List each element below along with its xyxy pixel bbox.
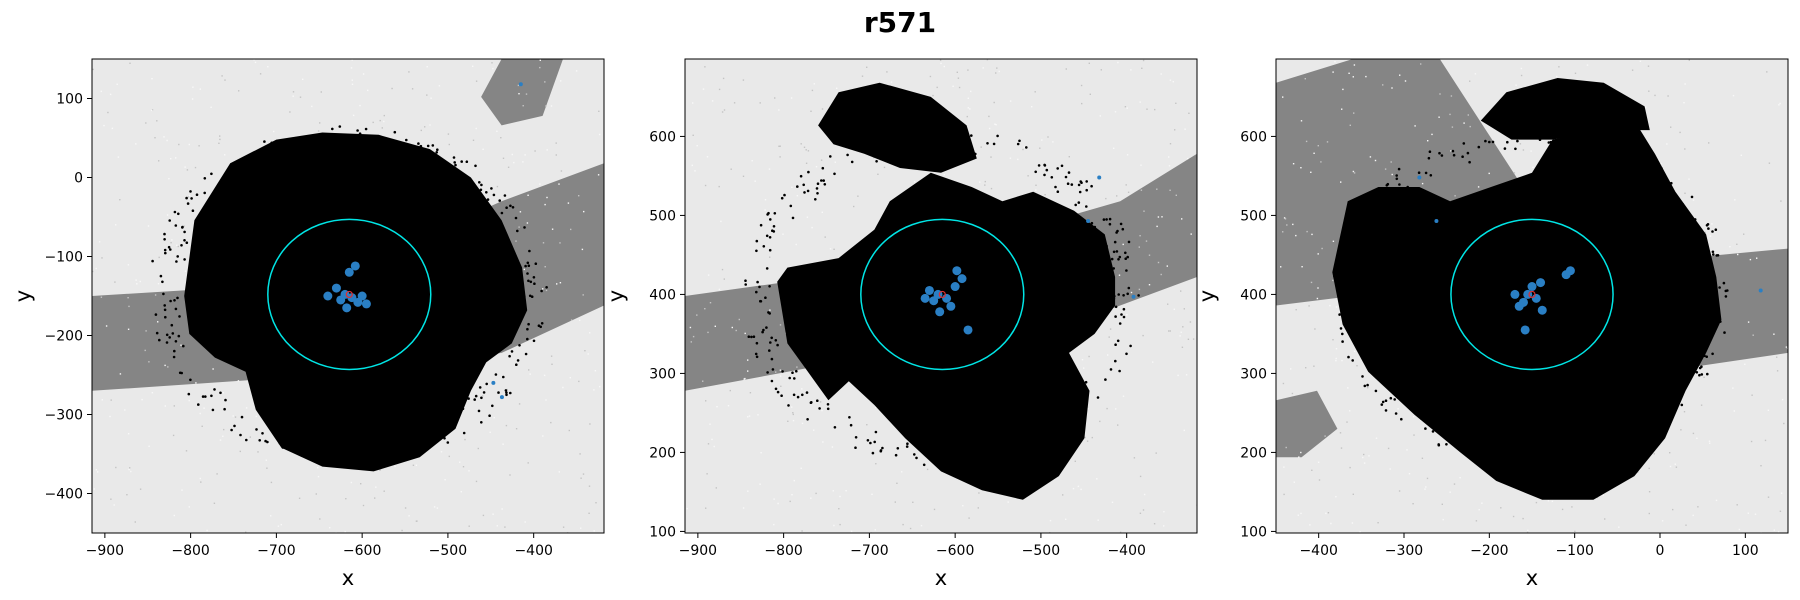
cluster-point [1536, 278, 1546, 288]
y-tick-label: −200 [45, 329, 83, 345]
x-tick-label: −900 [679, 543, 717, 559]
center-marker [938, 290, 946, 299]
x-tick-label: −700 [257, 543, 295, 559]
cluster-point [942, 293, 952, 303]
cluster-point [357, 291, 367, 301]
y-tick-label: 600 [1240, 129, 1267, 145]
cluster-point [957, 274, 967, 284]
center-marker [345, 290, 353, 299]
panel-3: −400 −300 −200 −100 0 100 600 500 400 300 200 100 x y [1195, 58, 1789, 590]
y-tick-label: −100 [45, 250, 83, 266]
cluster-point [1531, 293, 1541, 303]
particle-cloud [1480, 78, 1650, 140]
cluster-point [1520, 325, 1530, 335]
x-tick-label: −800 [171, 543, 209, 559]
cluster-point [1510, 289, 1520, 299]
cluster-point [935, 307, 945, 317]
y-tick-label: 600 [649, 129, 676, 145]
aperture-circle [860, 218, 1025, 371]
cluster-point [950, 282, 960, 292]
aperture-circle [267, 218, 432, 371]
x-axis-label: x [342, 566, 354, 590]
cluster-point [350, 261, 360, 271]
x-tick-label: −200 [1470, 543, 1508, 559]
x-tick-label: −500 [429, 543, 467, 559]
cluster-point [347, 293, 357, 303]
background-band [1276, 390, 1338, 458]
y-tick-label: 300 [1240, 366, 1267, 382]
x-tick-label: −400 [1299, 543, 1337, 559]
x-tick-label: −400 [514, 543, 552, 559]
y-tick-label: 400 [649, 287, 676, 303]
particle-cloud [818, 82, 977, 173]
outlier-point [1086, 218, 1091, 223]
y-tick-label: 0 [74, 171, 83, 187]
cluster-point [344, 267, 354, 277]
cluster-point [924, 285, 934, 295]
cluster-point [336, 295, 346, 305]
y-tick-label: 200 [649, 445, 676, 461]
x-tick-label: −100 [1555, 543, 1593, 559]
cluster-point [353, 297, 363, 307]
particle-cloud [777, 172, 1116, 500]
cluster-point [1527, 282, 1537, 292]
y-tick-label: −400 [45, 487, 83, 503]
cluster-point [946, 301, 956, 311]
cluster-point [323, 291, 333, 301]
y-axis-label: y [11, 290, 35, 302]
y-tick-label: 500 [649, 208, 676, 224]
x-tick-label: 100 [1732, 543, 1759, 559]
x-tick-label: −500 [1022, 543, 1060, 559]
panel-2: −900 −800 −700 −600 −500 −400 600 500 400 300 200 1… [604, 58, 1198, 590]
center-marker [1528, 290, 1536, 299]
x-axis-label: x [935, 566, 947, 590]
cluster-point [1537, 305, 1547, 315]
x-tick-label: −400 [1107, 543, 1145, 559]
outlier-point [518, 82, 523, 87]
cluster-point [929, 296, 939, 306]
y-tick-label: 100 [56, 92, 83, 108]
background-band [481, 59, 563, 126]
cluster-point [963, 325, 973, 335]
y-tick-label: 200 [1240, 445, 1267, 461]
x-tick-label: 0 [1656, 543, 1665, 559]
cluster-point [952, 266, 962, 276]
x-tick-label: −600 [936, 543, 974, 559]
y-axis-label: y [1195, 290, 1219, 302]
cluster-point [1514, 301, 1524, 311]
outlier-point [1758, 288, 1763, 293]
cluster-point [361, 299, 371, 309]
y-tick-label: 100 [649, 524, 676, 540]
y-tick-label: 300 [649, 366, 676, 382]
plot-frame [91, 58, 605, 534]
x-tick-label: −300 [1385, 543, 1423, 559]
x-tick-label: −900 [86, 543, 124, 559]
outlier-point [491, 380, 496, 385]
y-axis-label: y [604, 290, 628, 302]
y-tick-label: −300 [45, 408, 83, 424]
particle-cloud [1332, 120, 1722, 500]
outlier-point [1097, 175, 1102, 180]
figure-title: r571 [863, 6, 937, 39]
plot-frame [684, 58, 1198, 534]
aperture-circle [1450, 218, 1614, 371]
y-tick-label: 500 [1240, 208, 1267, 224]
cluster-point [920, 293, 930, 303]
outlier-point [499, 395, 504, 400]
outlier-point [1131, 294, 1136, 299]
cluster-point [342, 303, 352, 313]
plot-frame [1275, 58, 1789, 534]
x-tick-label: −600 [343, 543, 381, 559]
x-tick-label: −700 [850, 543, 888, 559]
y-tick-label: 400 [1240, 287, 1267, 303]
outlier-point [1417, 175, 1422, 180]
x-axis-label: x [1526, 566, 1538, 590]
cluster-point [1561, 270, 1571, 280]
outlier-point [1434, 218, 1439, 223]
panel-1: −900 −800 −700 −600 −500 −400 100 0 −100 −200 −300… [11, 58, 605, 590]
x-tick-label: −800 [764, 543, 802, 559]
y-tick-label: 100 [1240, 524, 1267, 540]
cluster-point [331, 283, 341, 293]
